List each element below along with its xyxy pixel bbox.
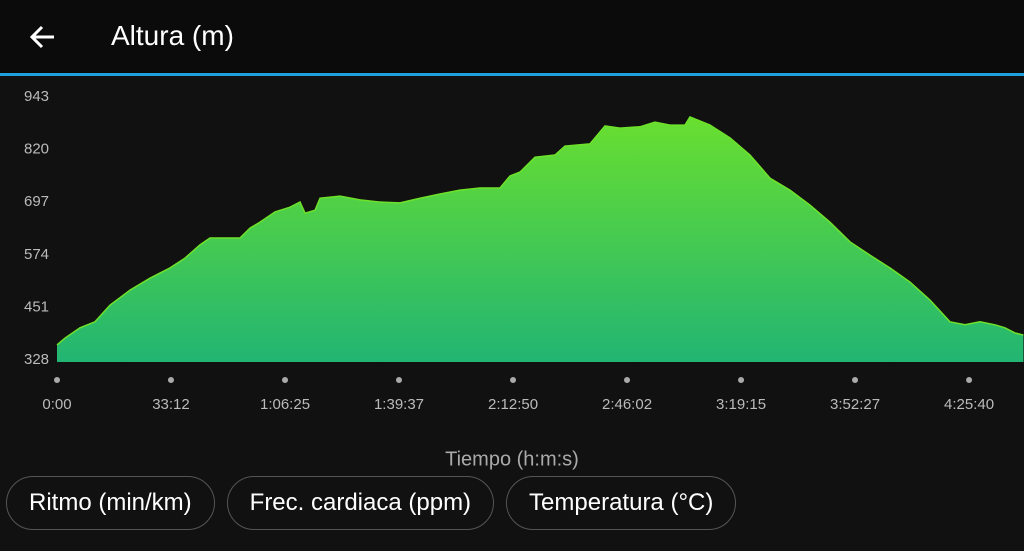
x-tick-dot bbox=[282, 377, 289, 383]
metric-button[interactable]: Ritmo (min/km) bbox=[6, 476, 215, 530]
x-tick-dot bbox=[624, 377, 631, 383]
x-tick-label: 1:06:25 bbox=[260, 396, 310, 413]
app-bar: Altura (m) bbox=[0, 0, 1024, 76]
y-tick-label: 697 bbox=[24, 193, 49, 210]
x-tick-label: 3:19:15 bbox=[716, 396, 766, 413]
y-tick-label: 820 bbox=[24, 141, 49, 158]
x-tick-dot bbox=[738, 377, 745, 383]
x-tick-dot bbox=[167, 377, 174, 383]
x-tick-dot bbox=[510, 377, 517, 383]
metric-button[interactable]: Temperatura (°C) bbox=[506, 476, 737, 530]
x-tick-label: 2:46:02 bbox=[602, 396, 652, 413]
area-line bbox=[56, 116, 1024, 346]
x-tick-label: 3:52:27 bbox=[830, 396, 880, 413]
x-tick-label: 2:12:50 bbox=[488, 396, 538, 413]
x-tick-dot bbox=[966, 377, 973, 383]
metric-buttons: Ritmo (min/km) Frec. cardiaca (ppm) Temp… bbox=[6, 476, 737, 530]
x-tick-label: 4:25:40 bbox=[944, 396, 994, 413]
x-axis-label: Tiempo (h:m:s) bbox=[445, 448, 579, 470]
y-tick-label: 451 bbox=[24, 298, 49, 315]
x-tick-dot bbox=[852, 377, 859, 383]
y-tick-label: 943 bbox=[24, 88, 49, 105]
x-tick-dot bbox=[54, 377, 60, 383]
x-tick-label: 33:12 bbox=[152, 396, 190, 413]
area-fill bbox=[57, 116, 1024, 362]
page-title: Altura (m) bbox=[111, 20, 234, 51]
x-tick-dot bbox=[395, 377, 402, 383]
x-tick-label: 1:39:37 bbox=[374, 396, 424, 413]
y-tick-label: 328 bbox=[24, 351, 49, 368]
back-button[interactable] bbox=[28, 22, 58, 52]
y-tick-label: 574 bbox=[24, 246, 49, 263]
metric-button[interactable]: Frec. cardiaca (ppm) bbox=[226, 476, 495, 530]
x-tick-label: 0:00 bbox=[42, 396, 71, 413]
